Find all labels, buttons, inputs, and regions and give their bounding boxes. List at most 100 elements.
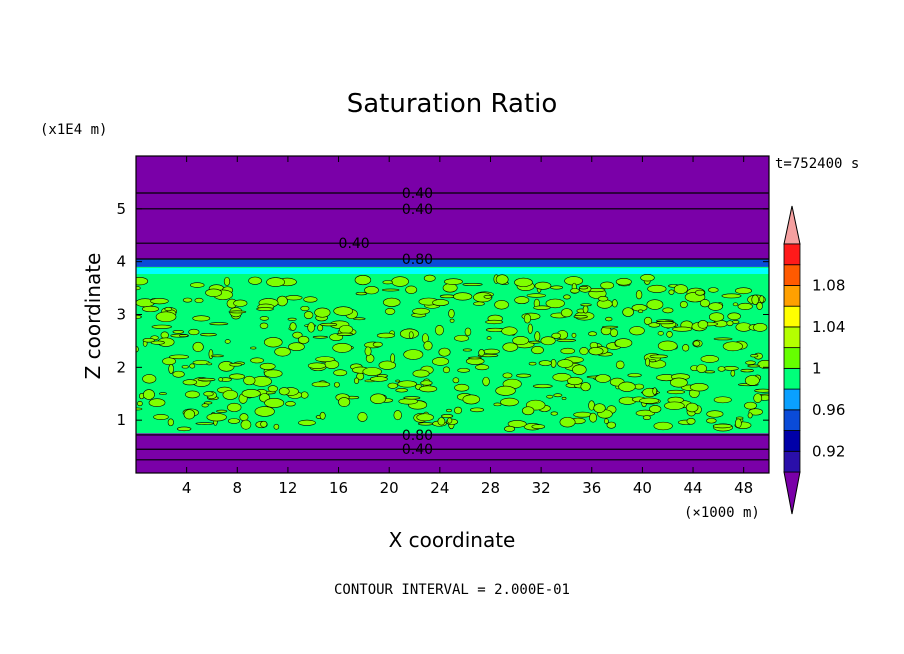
x-tick-label: 20 <box>380 479 399 497</box>
contour-label: 0.40 <box>402 186 433 202</box>
speckle-patch <box>622 307 634 317</box>
speckle-patch <box>579 286 589 290</box>
speckle-patch <box>750 354 759 358</box>
speckle-patch <box>657 331 664 336</box>
speckle-patch <box>273 423 280 430</box>
speckle-patch <box>334 381 340 388</box>
speckle-patch <box>136 407 143 411</box>
speckle-patch <box>164 307 173 312</box>
speckle-patch <box>655 321 674 325</box>
x-tick-label: 28 <box>481 479 500 497</box>
speckle-patch <box>695 289 705 296</box>
speckle-patch <box>382 297 401 307</box>
speckle-patch <box>526 293 546 298</box>
speckle-patch <box>582 305 589 314</box>
speckle-patch <box>468 356 482 360</box>
speckle-patch <box>441 414 454 418</box>
speckle-patch <box>732 302 739 307</box>
speckle-patch <box>454 383 470 392</box>
speckle-patch <box>579 347 589 355</box>
plot-area: 0.400.400.400.800.800.40 <box>136 156 769 473</box>
speckle-patch <box>197 377 216 382</box>
speckle-patch <box>333 369 348 377</box>
speckle-patch <box>482 376 490 387</box>
contour-label: 0.80 <box>402 428 433 444</box>
speckle-patch <box>662 307 674 314</box>
speckle-patch <box>563 294 571 300</box>
speckle-patch <box>423 274 436 282</box>
speckle-patch <box>673 284 688 295</box>
x-axis: 4 8 12 16 20 24 28 32 36 40 44 48 <box>182 156 753 497</box>
speckle-patch <box>523 313 532 324</box>
speckle-patch <box>444 278 463 285</box>
speckle-patch <box>605 316 613 322</box>
speckle-patch <box>397 380 418 388</box>
speckle-patch <box>447 417 453 424</box>
speckle-patch <box>734 287 752 295</box>
speckle-patch <box>354 377 360 385</box>
speckle-patch <box>647 284 667 293</box>
speckle-patch <box>292 331 303 339</box>
speckle-patch <box>224 339 231 344</box>
speckle-patch <box>696 364 708 373</box>
speckle-patch <box>393 410 402 421</box>
speckle-patch <box>142 389 155 400</box>
speckle-patch <box>354 274 372 286</box>
speckle-patch <box>259 322 269 329</box>
speckle-patch <box>682 344 690 352</box>
x-tick-label: 36 <box>582 479 601 497</box>
field-layer-0 <box>136 156 769 193</box>
speckle-patch <box>357 412 368 422</box>
field-speckle <box>136 268 769 432</box>
colorbar-low-triangle <box>783 471 801 515</box>
speckle-patch <box>263 337 283 348</box>
speckle-patch <box>370 393 387 404</box>
speckle-patch <box>666 389 686 395</box>
speckle-patch <box>615 360 625 370</box>
speckle-patch <box>142 337 155 343</box>
speckle-patch <box>390 353 395 364</box>
speckle-patch <box>485 319 504 325</box>
x-tick-label: 44 <box>683 479 702 497</box>
speckle-patch <box>211 354 224 358</box>
speckle-patch <box>162 357 176 366</box>
colorbar: 0.92 0.96 1 1.04 1.08 <box>783 205 845 515</box>
speckle-patch <box>412 307 430 315</box>
x-tick-label: 12 <box>278 479 297 497</box>
speckle-patch <box>448 309 455 319</box>
colorbar-label: 0.92 <box>812 442 845 460</box>
speckle-patch <box>142 305 159 313</box>
speckle-patch <box>241 389 261 398</box>
speckle-patch <box>266 277 285 287</box>
x-tick-label: 16 <box>329 479 348 497</box>
y-axis: 1 2 3 4 5 <box>116 200 769 429</box>
contour-label: 0.40 <box>339 236 370 252</box>
y-tick-label: 3 <box>116 306 126 324</box>
speckle-patch <box>372 341 383 348</box>
contour-label: 0.80 <box>402 252 433 268</box>
speckle-patch <box>550 411 558 416</box>
speckle-patch <box>260 420 268 428</box>
contour-interval-note: CONTOUR INTERVAL = 2.000E-01 <box>334 582 570 598</box>
speckle-patch <box>201 403 209 408</box>
colorbar-box <box>783 305 801 328</box>
speckle-patch <box>700 355 720 363</box>
speckle-patch <box>557 359 574 369</box>
speckle-patch <box>185 390 200 399</box>
speckle-patch <box>726 320 734 327</box>
speckle-patch <box>666 330 673 338</box>
speckle-patch <box>462 348 472 352</box>
speckle-patch <box>473 301 485 306</box>
speckle-patch <box>501 326 518 336</box>
speckle-patch <box>704 370 716 374</box>
speckle-patch <box>453 292 473 301</box>
speckle-patch <box>679 300 688 309</box>
speckle-patch <box>194 297 204 303</box>
speckle-patch <box>699 299 710 308</box>
speckle-patch <box>137 400 143 407</box>
speckle-patch <box>243 375 256 386</box>
speckle-patch <box>514 296 530 305</box>
speckle-patch <box>278 387 290 396</box>
speckle-patch <box>160 331 169 339</box>
speckle-patch <box>668 289 675 295</box>
